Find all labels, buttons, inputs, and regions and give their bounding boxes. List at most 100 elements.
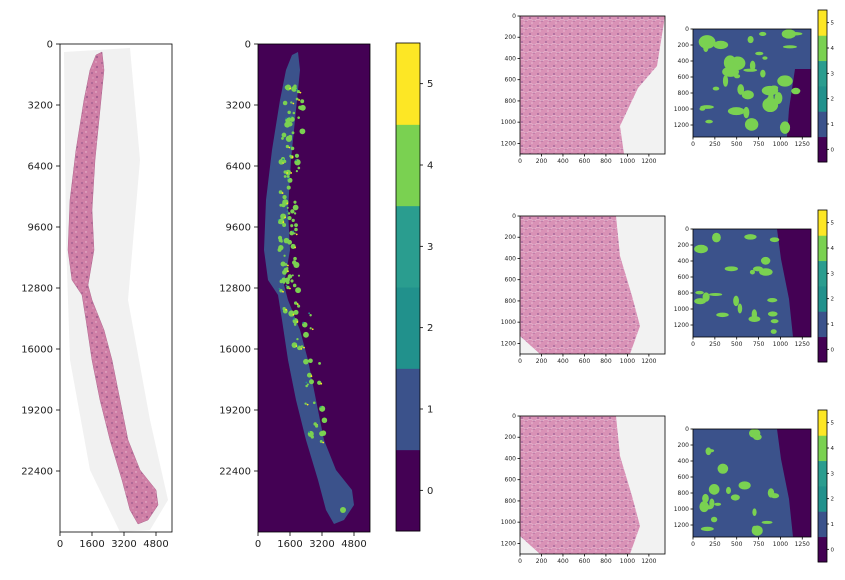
mask-region-class-4 xyxy=(306,383,309,386)
mask-region-class-4 xyxy=(297,166,301,170)
mask-region-class-5 xyxy=(287,270,289,273)
colorbar-tick-label: 2 xyxy=(427,323,433,334)
mask-region-class-4 xyxy=(297,116,300,119)
x-tick-label: 1250 xyxy=(795,141,810,148)
x-tick-label: 1200 xyxy=(641,558,656,565)
mask-region-class-4 xyxy=(288,310,295,317)
patch-mask: 0 250 500 750 1000 1250 0 200 400 600 800 1000 1200 xyxy=(674,26,812,148)
y-tick-label: 6400 xyxy=(28,162,53,173)
mask-region-class-4 xyxy=(290,101,293,104)
mask-region-class-4 xyxy=(291,342,298,348)
x-tick-label: 0 xyxy=(691,541,695,548)
mask-region-class-4 xyxy=(319,430,325,437)
x-tick-label: 800 xyxy=(600,358,612,365)
colorbar-segment xyxy=(818,260,827,287)
y-tick-label: 200 xyxy=(678,442,690,449)
mask-region-class-4 xyxy=(714,502,722,506)
wsi-he-panel: 0 1600 3200 4800 0 3200 6400 9600 12800 16000 1920… xyxy=(21,40,173,550)
colorbar-segment xyxy=(818,410,827,436)
colorbar-segment xyxy=(818,136,827,163)
mask-region-class-4 xyxy=(293,212,297,215)
mask-region-class-4 xyxy=(762,97,779,113)
mask-region-class-4 xyxy=(286,175,290,178)
mask-region-class-4 xyxy=(291,131,295,135)
mask-region-class-4 xyxy=(744,118,759,131)
y-tick-label: 1000 xyxy=(501,119,516,126)
patch-he: 0 200 400 600 800 1000 1200 0 200 400 600 800 1000 12… xyxy=(501,213,666,365)
mask-region-class-4 xyxy=(281,137,284,140)
mask-region-class-4 xyxy=(297,274,301,277)
patch-he-tissue xyxy=(520,16,665,154)
mask-region-class-5 xyxy=(286,202,289,205)
mask-region-class-2 xyxy=(285,117,288,120)
mask-region-class-4 xyxy=(293,309,299,315)
colorbar-main: 0 1 2 3 4 5 xyxy=(395,42,433,532)
mask-region-class-4 xyxy=(292,283,297,288)
mask-region-class-4 xyxy=(295,169,298,173)
y-tick-label: 1200 xyxy=(501,140,516,147)
wsi-mask-regions xyxy=(277,84,346,513)
mask-region-class-4 xyxy=(293,323,297,326)
mask-region-class-5 xyxy=(284,216,287,219)
colorbar-tick-label: 0 xyxy=(831,547,835,553)
mask-region-class-4 xyxy=(752,508,757,516)
mask-region-class-4 xyxy=(748,316,761,323)
mask-region-class-4 xyxy=(283,170,287,174)
x-tick-label: 600 xyxy=(579,358,591,365)
mask-region-class-4 xyxy=(295,287,302,294)
y-tick-label: 19200 xyxy=(21,406,53,417)
mask-region-class-2 xyxy=(319,405,322,408)
mask-region-class-4 xyxy=(308,379,314,385)
mask-region-class-4 xyxy=(282,159,287,164)
mask-region-class-4 xyxy=(695,290,704,295)
colorbar-tick-label: 2 xyxy=(831,97,835,103)
x-tick-label: 800 xyxy=(600,158,612,165)
y-tick-label: 600 xyxy=(678,474,690,481)
mask-region-class-4 xyxy=(767,298,778,303)
mask-region-class-4 xyxy=(699,107,706,111)
mask-region-class-4 xyxy=(284,263,288,266)
x-tick-label: 0 xyxy=(518,358,522,365)
mask-region-class-4 xyxy=(705,119,713,124)
mask-region-class-4 xyxy=(751,525,763,536)
mask-region-class-5 xyxy=(295,345,298,348)
mask-region-class-4 xyxy=(285,169,291,176)
x-tick-label: 0 xyxy=(691,141,695,148)
mask-region-class-5 xyxy=(288,146,291,149)
mask-region-class-4 xyxy=(747,35,754,44)
y-tick-label: 400 xyxy=(505,55,517,62)
y-tick-label: 0 xyxy=(685,26,689,33)
y-tick-label: 600 xyxy=(678,74,690,81)
y-tick-label: 1200 xyxy=(501,340,516,347)
mask-region-class-4 xyxy=(713,40,729,50)
mask-region-class-4 xyxy=(781,29,796,39)
patch-row: 0 200 400 600 800 1000 12000200400600800100012… xyxy=(501,209,835,365)
mask-region-class-4 xyxy=(694,244,708,254)
mask-region-class-4 xyxy=(743,106,750,119)
mask-region-class-4 xyxy=(741,90,754,100)
mask-region-class-4 xyxy=(759,31,767,37)
mask-region-class-4 xyxy=(291,274,294,277)
mask-region-class-4 xyxy=(770,319,779,324)
patch-he: 0 200 400 600 800 1000 1200 0 200 400 600 800 1000 12… xyxy=(501,13,666,165)
mask-region-class-4 xyxy=(282,100,288,106)
mask-region-class-5 xyxy=(306,403,309,406)
x-tick-label: 3200 xyxy=(309,539,334,550)
y-tick-label: 400 xyxy=(505,255,517,262)
y-tick-label: 800 xyxy=(505,98,517,105)
patch-mask: 0 250 500 750 1000 1250 0 200 400 600 800 1000 1200 xyxy=(674,426,812,548)
mask-region-class-5 xyxy=(286,172,289,174)
mask-region-class-4 xyxy=(317,380,322,385)
y-tick-label: 3200 xyxy=(226,101,251,112)
mask-region-class-2 xyxy=(278,287,281,290)
y-tick-label: 800 xyxy=(678,290,690,297)
x-tick-label: 1200 xyxy=(641,158,656,165)
mask-region-class-4 xyxy=(762,56,768,60)
x-tick-label: 500 xyxy=(731,341,743,348)
y-tick-label: 22400 xyxy=(219,467,251,478)
y-tick-label: 200 xyxy=(505,234,517,241)
mask-region-class-5 xyxy=(291,156,294,158)
mask-region-class-5 xyxy=(282,221,285,224)
mask-region-class-4 xyxy=(286,206,289,209)
mask-region-class-5 xyxy=(296,321,299,323)
